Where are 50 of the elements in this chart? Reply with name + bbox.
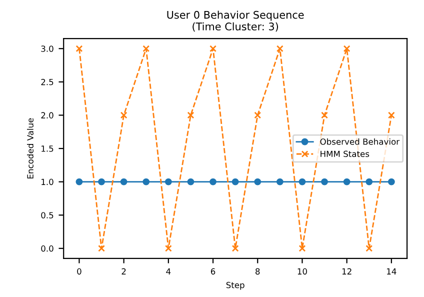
x-axis-title: Step [226,282,244,290]
x-tick-label: 0 [77,268,82,275]
point [164,178,172,186]
y-axis-title: Encoded Value [27,118,34,178]
x-tick-label: 4 [166,268,171,274]
point [142,45,150,52]
point [298,178,306,186]
legend-label: HMM States [320,150,370,158]
point [298,244,306,252]
point [120,112,128,119]
point [343,178,350,186]
y-tick-label: 1.0 [42,178,54,186]
point [388,112,395,119]
x-tick-label: 12 [342,268,352,274]
point [388,178,395,186]
point [210,178,216,186]
point [232,244,239,252]
y-tick-label: 3.0 [41,46,54,52]
point [142,178,150,186]
y-tick-label: 1.5 [42,146,54,152]
point [276,45,284,52]
point [276,178,284,186]
x-tick-label: 6 [210,268,216,275]
y-tick-label: 2.0 [41,112,54,118]
point [232,178,239,186]
x-tick-label: 2 [122,268,126,274]
point [187,178,194,186]
x-tick-label: 10 [298,268,307,275]
point [321,178,328,186]
point [343,45,350,52]
point [76,178,83,186]
x-tick-label: 14 [387,268,396,274]
point [366,178,373,186]
point [366,244,373,252]
legend-label: Observed Behavior [320,138,400,145]
y-tick-label: 0.5 [41,212,54,218]
point [98,244,105,252]
point [254,112,262,119]
point [164,244,172,252]
point [321,112,328,119]
point [120,178,128,186]
y-tick-label: 0.0 [41,245,54,252]
point [98,178,105,186]
x-tick-label: 8 [256,268,260,275]
point [76,45,83,52]
y-tick-label: 2.5 [41,78,54,86]
chart-title: User 0 Behavior Sequence (Time Cluster: 3) [167,10,304,32]
point [210,45,216,52]
point [254,178,262,186]
point [187,112,194,119]
